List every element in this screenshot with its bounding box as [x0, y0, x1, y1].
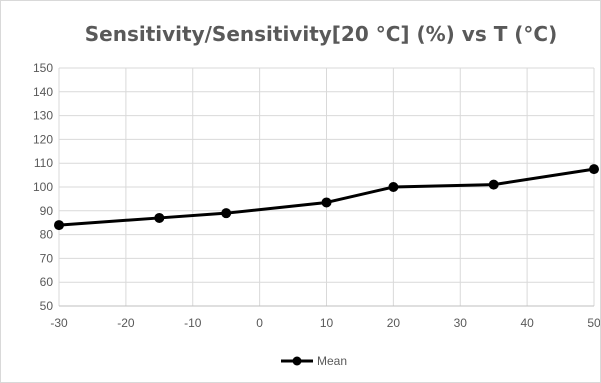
data-point [154, 212, 165, 223]
y-tick-label: 100 [33, 180, 53, 194]
x-tick-label: -20 [117, 316, 135, 330]
y-tick-label: 60 [40, 275, 54, 289]
x-tick-label: 10 [320, 316, 334, 330]
x-tick-label: -10 [184, 316, 202, 330]
y-tick-label: 130 [33, 109, 53, 123]
x-tick-label: 30 [454, 316, 468, 330]
y-tick-label: 150 [33, 61, 53, 75]
legend-marker-mean [292, 356, 302, 366]
data-point [388, 182, 399, 192]
legend: Mean [281, 354, 347, 368]
x-tick-label: 40 [520, 316, 534, 330]
chart-title: Sensitivity/Sensitivity[20 °C] (%) vs T … [85, 22, 558, 46]
y-tick-label: 90 [40, 204, 54, 218]
y-tick-label: 140 [33, 85, 53, 99]
y-tick-label: 70 [40, 251, 54, 265]
x-tick-label: 50 [587, 316, 601, 330]
data-point [54, 220, 64, 231]
series-layer [54, 164, 599, 231]
data-point [589, 164, 599, 175]
x-tick-label: 0 [256, 316, 263, 330]
x-tick-label: 20 [387, 316, 401, 330]
gridlines [58, 67, 595, 306]
x-tick-label: -30 [50, 316, 68, 330]
y-tick-label: 120 [33, 132, 53, 146]
data-point [321, 197, 332, 208]
legend-label-mean: Mean [317, 354, 347, 368]
y-tick-label: 50 [40, 299, 54, 313]
y-tick-label: 80 [40, 228, 54, 242]
y-tick-label: 110 [34, 156, 53, 170]
data-point [221, 208, 232, 219]
x-tick-labels: -30 -20 -10 0 10 20 30 40 50 [50, 316, 601, 330]
y-tick-labels: 50 60 70 80 90 100 110 120 130 140 150 [33, 61, 53, 313]
data-point [488, 179, 499, 190]
